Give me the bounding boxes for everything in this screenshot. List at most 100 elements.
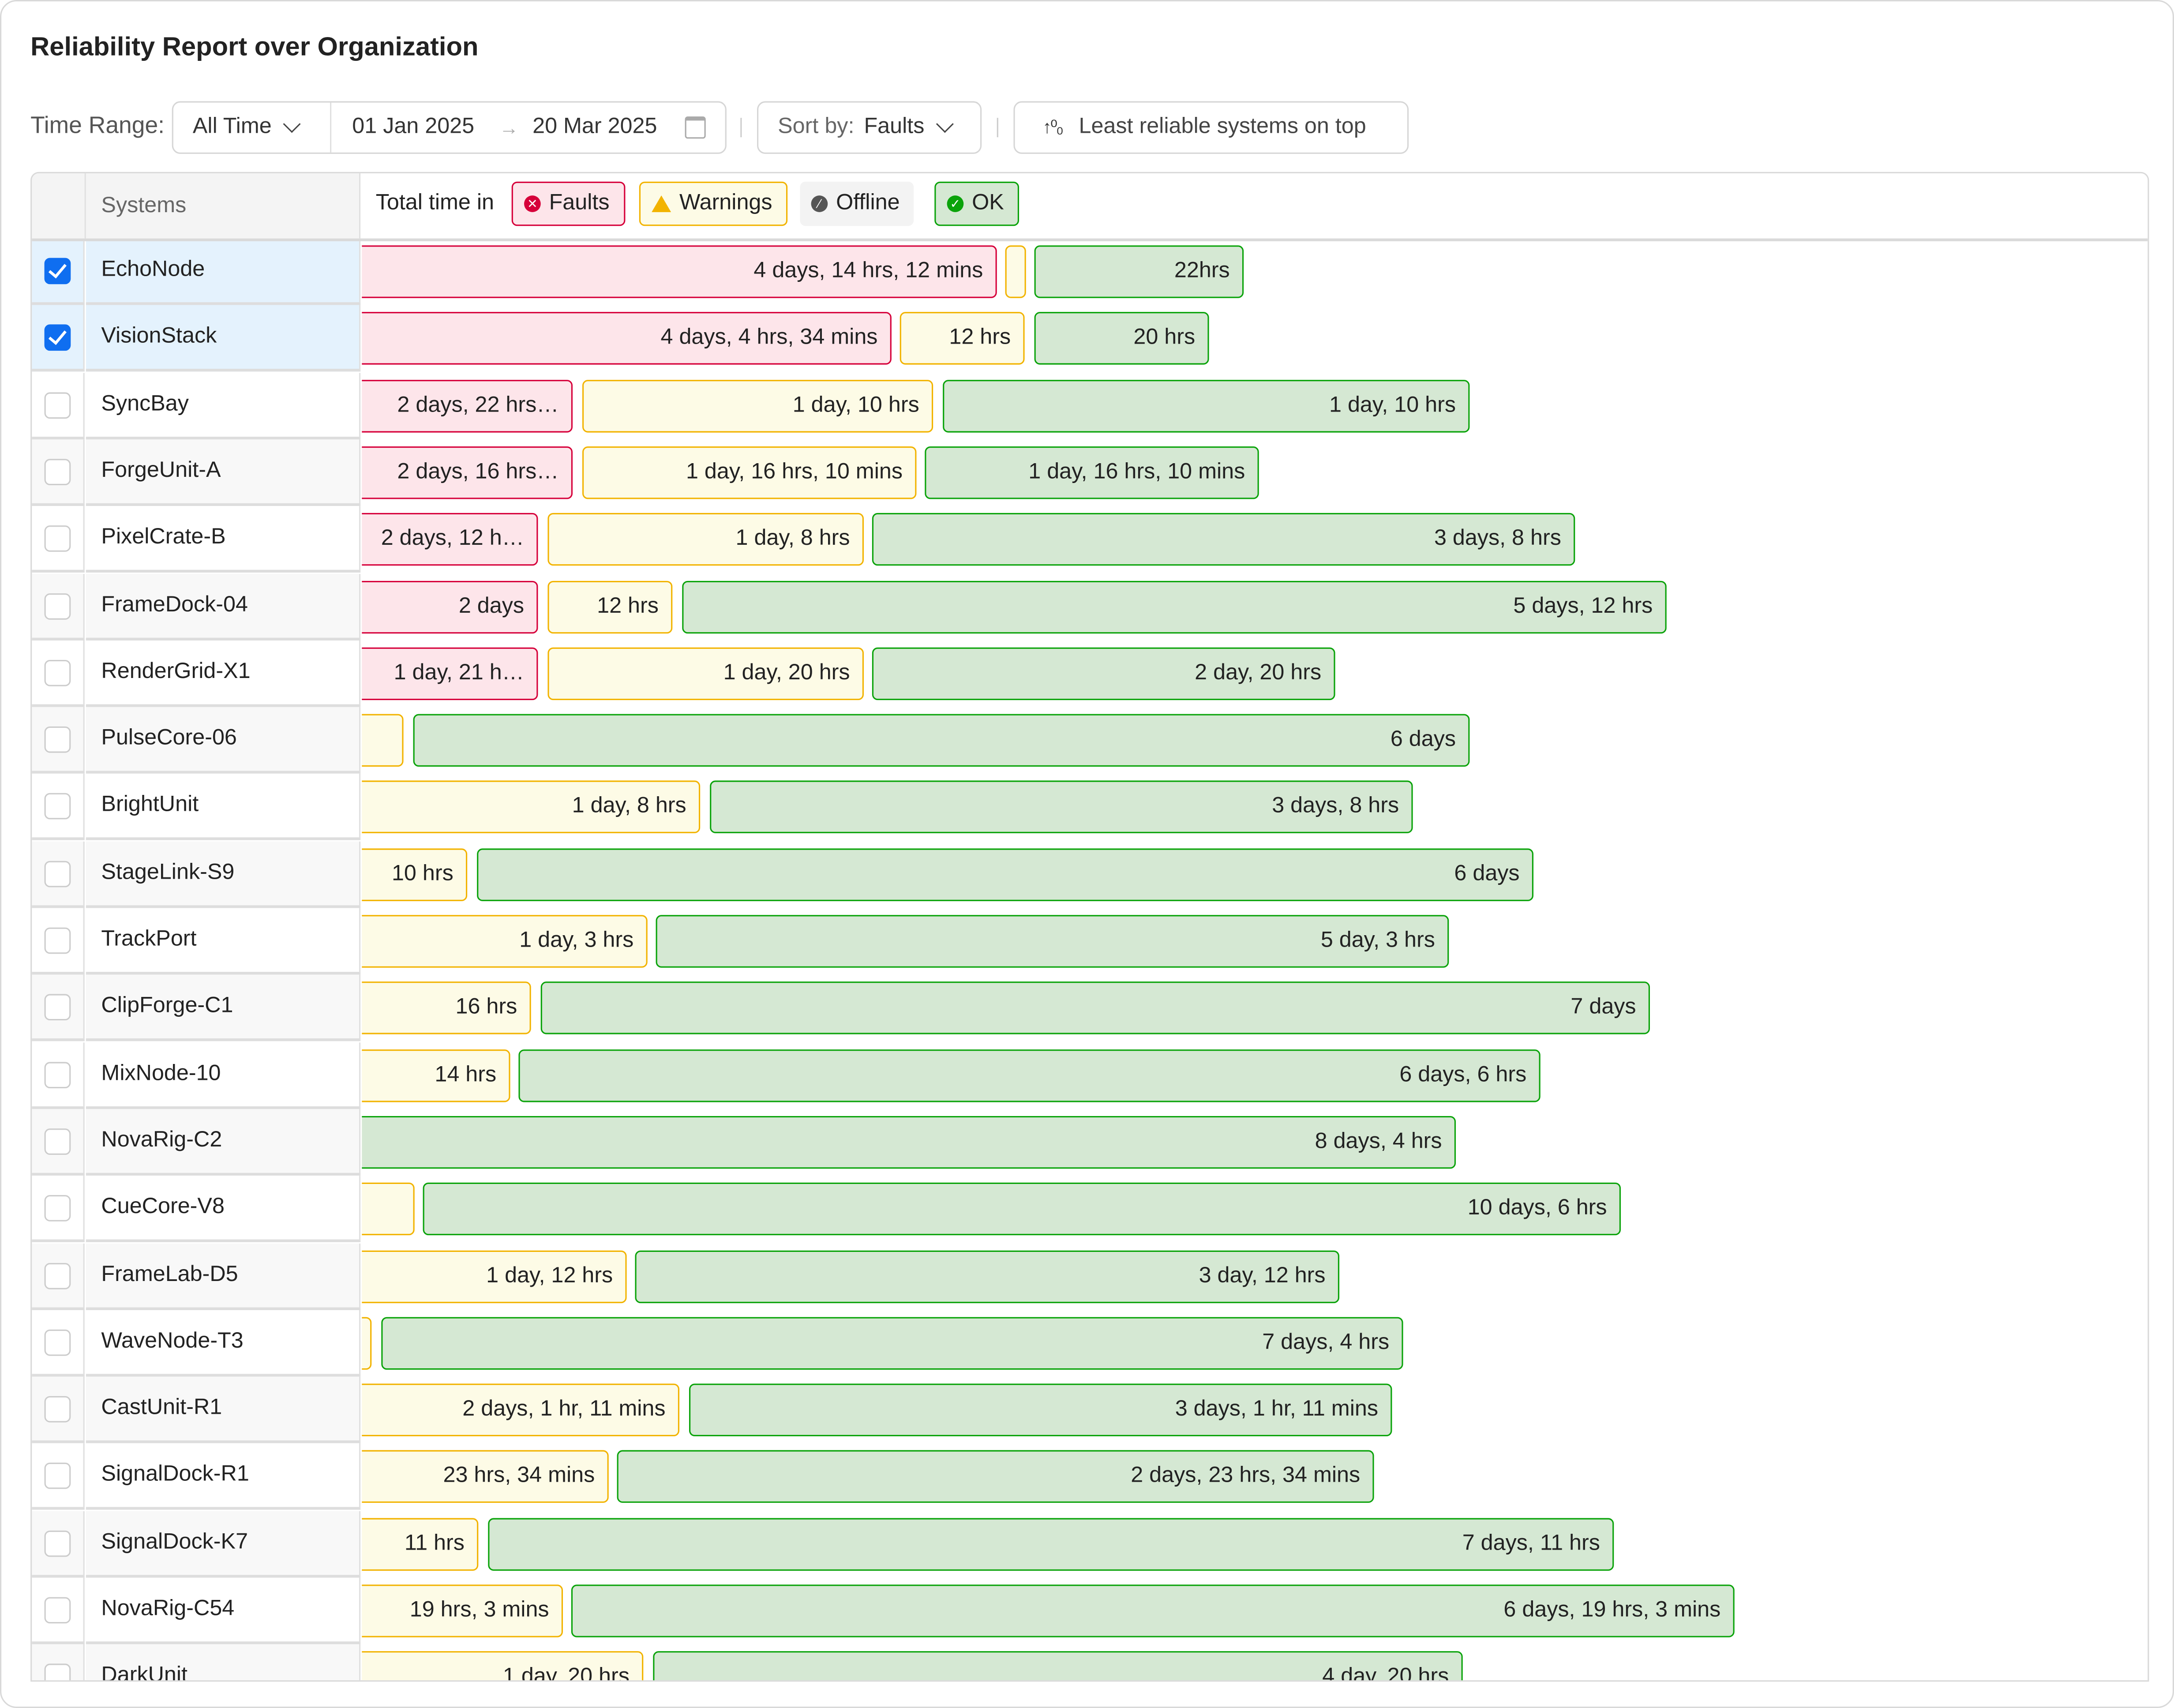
table-row[interactable]: CastUnit-R1 2 days, 1 hr, 11 mins 3 days, … [32,1377,2148,1444]
system-name[interactable]: ForgeUnit-A [86,439,361,506]
table-row[interactable]: SyncBay 2 days, 22 hrs… 1 day, 10 hrs 1 day… [32,372,2148,439]
table-row[interactable]: NovaRig-C2 8 days, 4 hrs [32,1109,2148,1176]
calendar-icon[interactable] [685,116,706,139]
system-name[interactable]: NovaRig-C2 [86,1109,361,1176]
warn-duration-bar[interactable]: 1 day, 20 hrs [547,647,864,700]
ok-duration-bar[interactable]: 6 days [477,848,1533,901]
table-row[interactable]: ClipForge-C1 16 hrs 7 days [32,975,2148,1042]
warn-duration-bar[interactable]: 11 hrs [362,1517,479,1570]
fault-duration-bar[interactable]: 2 days, 16 hrs… [362,446,573,499]
row-checkbox[interactable] [44,994,71,1021]
system-name[interactable]: TrackPort [86,908,361,975]
row-checkbox[interactable] [44,1128,71,1155]
row-checkbox[interactable] [44,1463,71,1490]
row-checkbox[interactable] [44,258,71,285]
table-row[interactable]: SignalDock-K7 11 hrs 7 days, 11 hrs [32,1510,2148,1577]
warn-duration-bar[interactable]: 12 hrs [900,312,1025,365]
row-checkbox[interactable] [44,1195,71,1222]
system-name[interactable]: BrightUnit [86,774,361,841]
ok-duration-bar[interactable]: 3 day, 12 hrs [635,1250,1339,1303]
ok-duration-bar[interactable]: 3 days, 8 hrs [872,513,1575,566]
ok-duration-bar[interactable]: 2 days, 23 hrs, 34 mins [617,1450,1374,1504]
table-row[interactable]: CueCore-V8 10 days, 6 hrs [32,1176,2148,1243]
row-checkbox[interactable] [44,1061,71,1088]
row-checkbox[interactable] [44,727,71,753]
row-checkbox[interactable] [44,525,71,552]
warn-duration-bar[interactable]: 1 day, 16 hrs, 10 mins [582,446,917,499]
row-checkbox[interactable] [44,325,71,352]
fault-duration-bar[interactable]: 4 days, 14 hrs, 12 mins [362,245,997,298]
fault-duration-bar[interactable]: 2 days, 12 h… [362,513,538,566]
start-date-input[interactable]: 01 Jan 2025 [352,115,475,139]
ok-duration-bar[interactable]: 6 days [413,714,1470,767]
table-row[interactable]: ForgeUnit-A 2 days, 16 hrs… 1 day, 16 hrs,… [32,439,2148,506]
ok-duration-bar[interactable]: 7 days, 4 hrs [381,1317,1403,1370]
system-name[interactable]: PulseCore-06 [86,707,361,774]
system-name[interactable]: PixelCrate-B [86,506,361,573]
warn-duration-bar[interactable]: 1 day, 8 hrs [362,781,701,834]
system-name[interactable]: CueCore-V8 [86,1176,361,1243]
system-name[interactable]: SignalDock-R1 [86,1443,361,1510]
warn-duration-bar[interactable]: 12 hrs [547,580,673,633]
ok-duration-bar[interactable]: 3 days, 8 hrs [710,781,1413,834]
row-checkbox[interactable] [44,1530,71,1557]
system-name[interactable]: MixNode-10 [86,1042,361,1109]
ok-duration-bar[interactable]: 5 day, 3 hrs [656,915,1449,968]
legend-ok[interactable]: ✓ OK [934,181,1020,226]
fault-duration-bar[interactable]: 1 day, 21 h… [362,647,538,700]
ok-duration-bar[interactable]: 1 day, 16 hrs, 10 mins [925,446,1259,499]
system-name[interactable]: EchoNode [86,238,361,305]
table-row[interactable]: PulseCore-06 6 days [32,707,2148,774]
legend-faults[interactable]: ✕ Faults [511,181,625,226]
sort-order-button[interactable]: ↑⁰₀ Least reliable systems on top [1013,101,1409,154]
table-row[interactable]: StageLink-S9 10 hrs 6 days [32,841,2148,908]
warn-duration-bar[interactable]: 16 hrs [362,982,531,1035]
ok-duration-bar[interactable]: 22hrs [1034,245,1244,298]
system-name[interactable]: SyncBay [86,372,361,439]
row-checkbox[interactable] [44,392,71,418]
warn-duration-bar[interactable]: 1 day, 3 hrs [362,915,648,968]
table-row[interactable]: SignalDock-R1 23 hrs, 34 mins 2 days, 23 h… [32,1443,2148,1510]
ok-duration-bar[interactable]: 2 day, 20 hrs [872,647,1335,700]
row-checkbox[interactable] [44,458,71,485]
row-checkbox[interactable] [44,1329,71,1356]
row-checkbox[interactable] [44,592,71,619]
row-checkbox[interactable] [44,1664,71,1681]
fault-duration-bar[interactable]: 2 days [362,580,538,633]
ok-duration-bar[interactable]: 7 days, 11 hrs [488,1517,1614,1570]
warn-duration-bar[interactable] [362,714,404,767]
row-checkbox[interactable] [44,659,71,686]
warn-duration-bar[interactable]: 10 hrs [362,848,468,901]
ok-duration-bar[interactable]: 20 hrs [1034,312,1209,365]
row-checkbox[interactable] [44,860,71,887]
warn-duration-bar[interactable]: 23 hrs, 34 mins [362,1450,609,1504]
ok-duration-bar[interactable]: 10 days, 6 hrs [423,1183,1621,1236]
system-name[interactable]: StageLink-S9 [86,841,361,908]
system-name[interactable]: WaveNode-T3 [86,1310,361,1377]
system-name[interactable]: FrameDock-04 [86,573,361,640]
table-row[interactable]: NovaRig-C54 19 hrs, 3 mins 6 days, 19 hrs,… [32,1577,2148,1644]
sort-dropdown[interactable]: Sort by: Faults [757,101,982,154]
systems-column-header[interactable]: Systems [86,173,361,239]
ok-duration-bar[interactable]: 5 days, 12 hrs [682,580,1667,633]
table-row[interactable]: BrightUnit 1 day, 8 hrs 3 days, 8 hrs [32,774,2148,841]
ok-duration-bar[interactable]: 3 days, 1 hr, 11 mins [689,1383,1392,1437]
row-checkbox[interactable] [44,927,71,954]
ok-duration-bar[interactable]: 6 days, 6 hrs [518,1049,1541,1102]
legend-offline[interactable]: ⁄ Offline [800,181,914,226]
table-row[interactable]: TrackPort 1 day, 3 hrs 5 day, 3 hrs [32,908,2148,975]
ok-duration-bar[interactable]: 7 days [540,982,1650,1035]
range-preset-dropdown[interactable]: All Time [173,102,332,153]
warn-duration-bar[interactable] [1005,245,1026,298]
table-row[interactable]: PixelCrate-B 2 days, 12 h… 1 day, 8 hrs 3 d… [32,506,2148,573]
end-date-input[interactable]: 20 Mar 2025 [532,115,657,139]
system-name[interactable]: ClipForge-C1 [86,975,361,1042]
warn-duration-bar[interactable]: 2 days, 1 hr, 11 mins [362,1383,679,1437]
table-row[interactable]: FrameLab-D5 1 day, 12 hrs 3 day, 12 hrs [32,1243,2148,1310]
table-row[interactable]: FrameDock-04 2 days 12 hrs 5 days, 12 hrs [32,573,2148,640]
warn-duration-bar[interactable]: 19 hrs, 3 mins [362,1584,563,1637]
system-name[interactable]: VisionStack [86,305,361,372]
table-row[interactable]: EchoNode 4 days, 14 hrs, 12 mins 22hrs [32,238,2148,305]
warn-duration-bar[interactable]: 1 day, 8 hrs [547,513,864,566]
warn-duration-bar[interactable]: 1 day, 20 hrs [362,1652,644,1681]
